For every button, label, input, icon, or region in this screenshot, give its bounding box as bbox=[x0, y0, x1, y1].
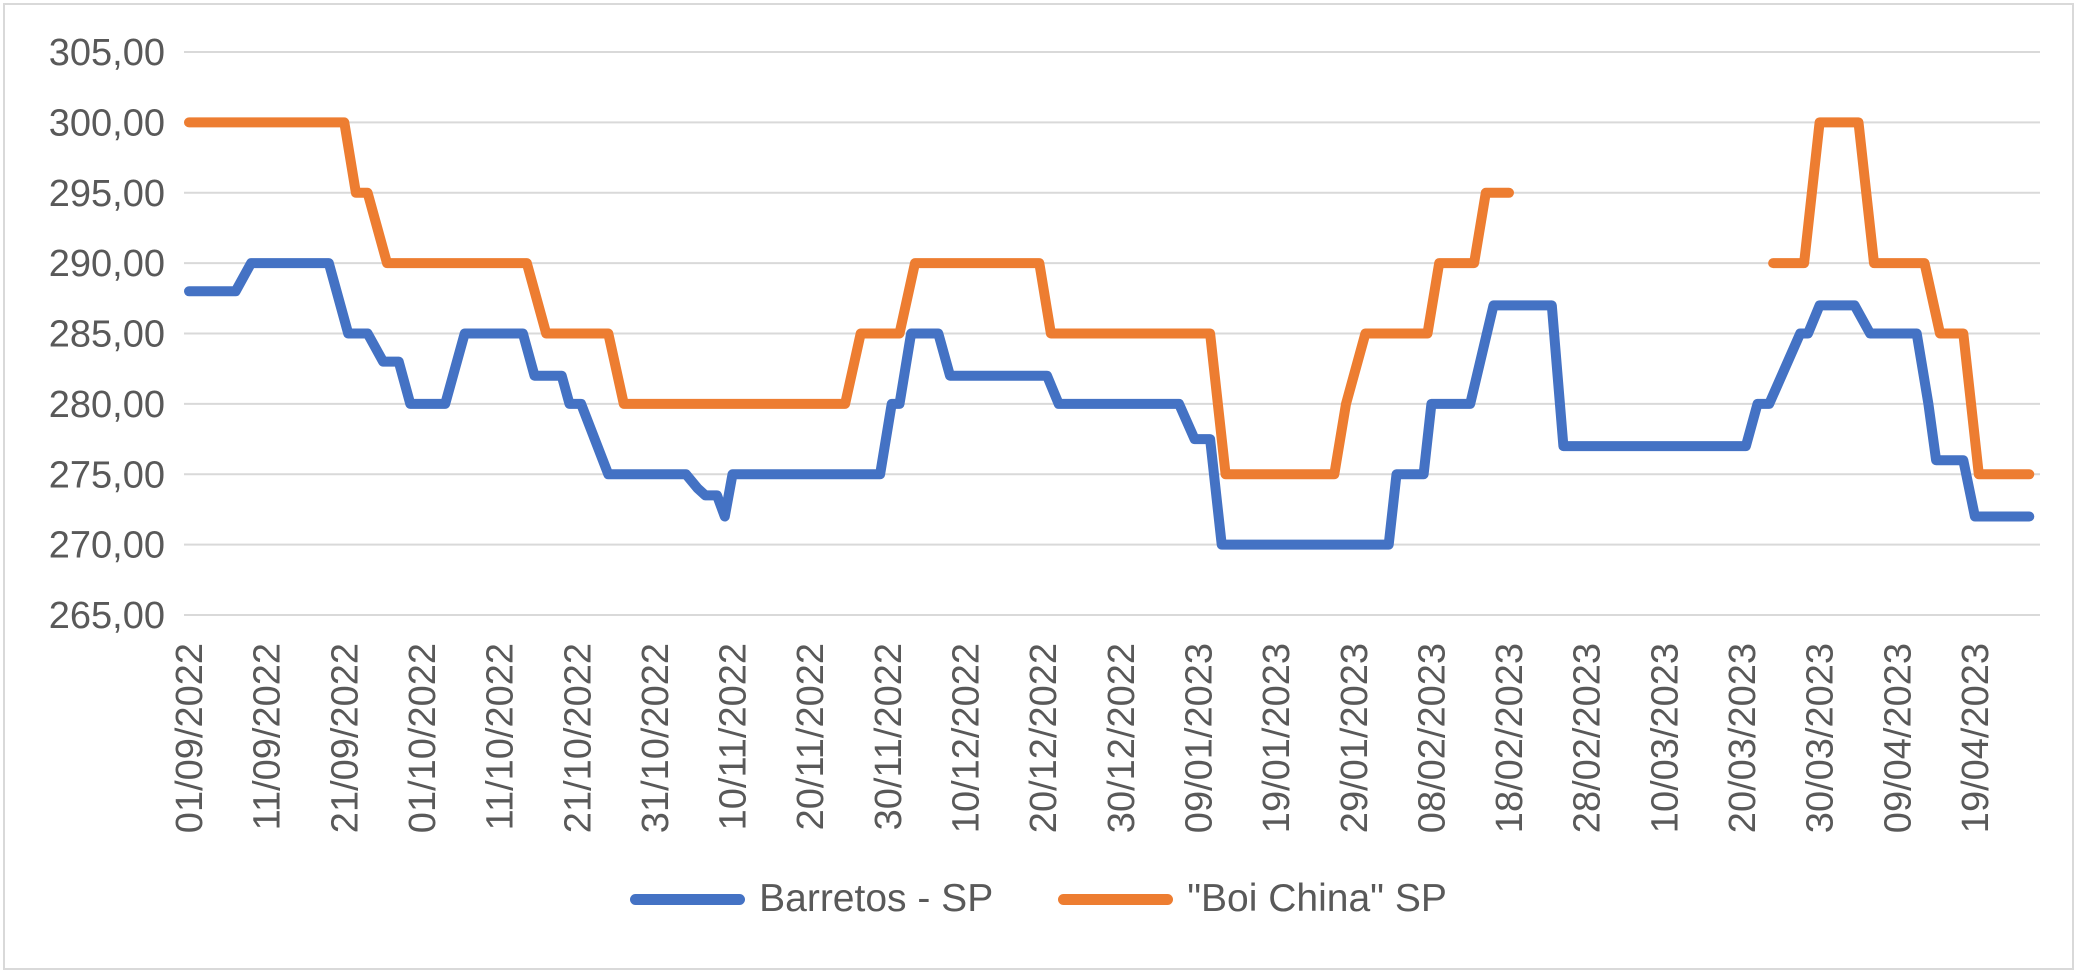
y-tick-label: 305,00 bbox=[49, 32, 165, 74]
y-tick-label: 280,00 bbox=[49, 384, 165, 426]
legend-item-boi-china-sp: "Boi China" SP bbox=[1058, 877, 1447, 921]
x-tick-label: 19/01/2023 bbox=[1256, 643, 1298, 833]
y-tick-label: 265,00 bbox=[49, 595, 165, 637]
x-tick-label: 28/02/2023 bbox=[1567, 643, 1609, 833]
legend-item-barretos-sp: Barretos - SP bbox=[630, 877, 993, 921]
x-tick-label: 20/11/2022 bbox=[790, 643, 832, 830]
x-tick-label: 21/10/2022 bbox=[557, 643, 599, 833]
series-line-boi-china-sp bbox=[184, 117, 1514, 480]
x-tick-label: 20/12/2022 bbox=[1023, 643, 1065, 833]
legend-line-swatch-barretos bbox=[630, 893, 746, 905]
y-tick-label: 295,00 bbox=[49, 173, 165, 215]
x-tick-label: 10/03/2023 bbox=[1644, 643, 1686, 833]
x-tick-label: 20/03/2023 bbox=[1722, 643, 1764, 833]
x-tick-label: 11/10/2022 bbox=[480, 643, 522, 830]
x-tick-label: 30/11/2022 bbox=[868, 643, 910, 830]
x-tick-label: 30/12/2022 bbox=[1101, 643, 1143, 833]
x-tick-label: 01/10/2022 bbox=[402, 643, 444, 833]
legend-label-barretos: Barretos - SP bbox=[759, 877, 994, 920]
y-tick-label: 285,00 bbox=[49, 314, 165, 356]
x-tick-label: 09/01/2023 bbox=[1178, 643, 1220, 833]
series-line-boi-china-sp bbox=[1768, 117, 2035, 480]
y-tick-label: 290,00 bbox=[49, 243, 165, 285]
x-tick-label: 08/02/2023 bbox=[1411, 643, 1453, 833]
y-tick-label: 300,00 bbox=[49, 102, 165, 144]
y-tick-label: 270,00 bbox=[49, 525, 165, 567]
chart-container: 305,00 300,00 295,00 290,00 285,00 280,00 275,… bbox=[3, 3, 2074, 970]
x-tick-label: 29/01/2023 bbox=[1334, 643, 1376, 833]
series-line-barretos-sp bbox=[184, 258, 2035, 550]
legend-line-swatch-boi-china bbox=[1058, 893, 1174, 905]
x-tick-label: 18/02/2023 bbox=[1489, 643, 1531, 833]
x-tick-label: 10/12/2022 bbox=[946, 643, 988, 833]
x-tick-label: 21/09/2022 bbox=[324, 643, 366, 833]
price-line-chart: 305,00 300,00 295,00 290,00 285,00 280,00 275,… bbox=[49, 32, 2040, 833]
x-tick-label: 30/03/2023 bbox=[1800, 643, 1842, 833]
x-tick-label: 31/10/2022 bbox=[635, 643, 677, 833]
x-tick-label: 11/09/2022 bbox=[247, 643, 289, 830]
legend-label-boi-china: "Boi China" SP bbox=[1187, 877, 1447, 920]
x-tick-label: 10/11/2022 bbox=[713, 643, 755, 830]
chart-legend: Barretos - SP "Boi China" SP bbox=[5, 877, 2072, 921]
x-tick-label: 01/09/2022 bbox=[169, 643, 211, 833]
x-tick-label: 19/04/2023 bbox=[1955, 643, 1997, 833]
y-tick-label: 275,00 bbox=[49, 454, 165, 496]
x-tick-label: 09/04/2023 bbox=[1877, 643, 1919, 833]
